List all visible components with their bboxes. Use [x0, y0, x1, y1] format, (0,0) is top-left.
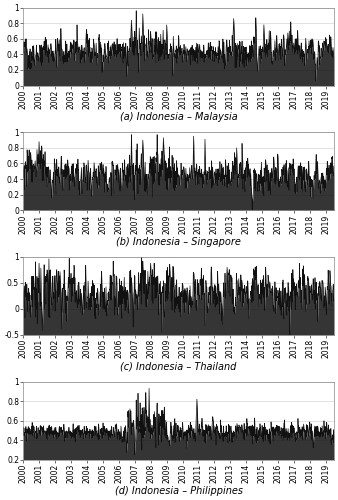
X-axis label: (b) Indonesia – Singapore: (b) Indonesia – Singapore: [116, 236, 241, 246]
X-axis label: (d) Indonesia – Philippines: (d) Indonesia – Philippines: [115, 486, 243, 496]
X-axis label: (a) Indonesia – Malaysia: (a) Indonesia – Malaysia: [120, 112, 237, 122]
X-axis label: (c) Indonesia – Thailand: (c) Indonesia – Thailand: [120, 361, 237, 371]
